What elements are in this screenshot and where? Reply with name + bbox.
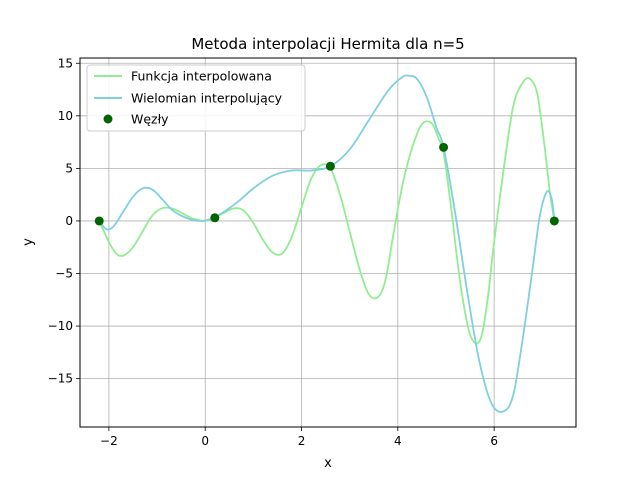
- ticks: −2 0 2 4 6 −15 −10 −5 0 5 10 15: [48, 56, 498, 448]
- y-tick-label: 0: [65, 214, 73, 228]
- x-axis-label: x: [324, 456, 332, 471]
- chart-title: Metoda interpolacji Hermita dla n=5: [191, 35, 464, 53]
- node-point: [325, 161, 335, 171]
- series-line-funkcja: [98, 77, 556, 345]
- x-tick-label: 2: [298, 434, 306, 448]
- legend-marker-wezly: [103, 114, 113, 124]
- legend-label-wezly: Węzły: [131, 112, 169, 127]
- legend-label-funkcja: Funkcja interpolowana: [131, 69, 272, 84]
- legend-label-wielomian: Wielomian interpolujący: [131, 91, 283, 106]
- node-point: [549, 216, 559, 226]
- node-point: [94, 216, 104, 226]
- node-point: [439, 142, 449, 152]
- y-tick-label: 15: [58, 56, 73, 70]
- series-layer: [94, 74, 559, 413]
- y-tick-label: −10: [48, 319, 73, 333]
- y-tick-label: −5: [55, 267, 73, 281]
- legend: Funkcja interpolowana Wielomian interpol…: [86, 64, 306, 132]
- y-tick-label: 10: [58, 109, 73, 123]
- y-axis-label: y: [21, 238, 36, 246]
- y-tick-label: 5: [65, 161, 73, 175]
- x-tick-label: 6: [490, 434, 498, 448]
- x-tick-label: −2: [100, 434, 118, 448]
- legend-box: [86, 64, 306, 132]
- x-tick-label: 0: [201, 434, 209, 448]
- x-tick-label: 4: [394, 434, 402, 448]
- plot-frame: [79, 57, 577, 428]
- node-point: [210, 213, 220, 223]
- y-tick-label: −15: [48, 372, 73, 386]
- series-line-wielomian: [98, 74, 556, 413]
